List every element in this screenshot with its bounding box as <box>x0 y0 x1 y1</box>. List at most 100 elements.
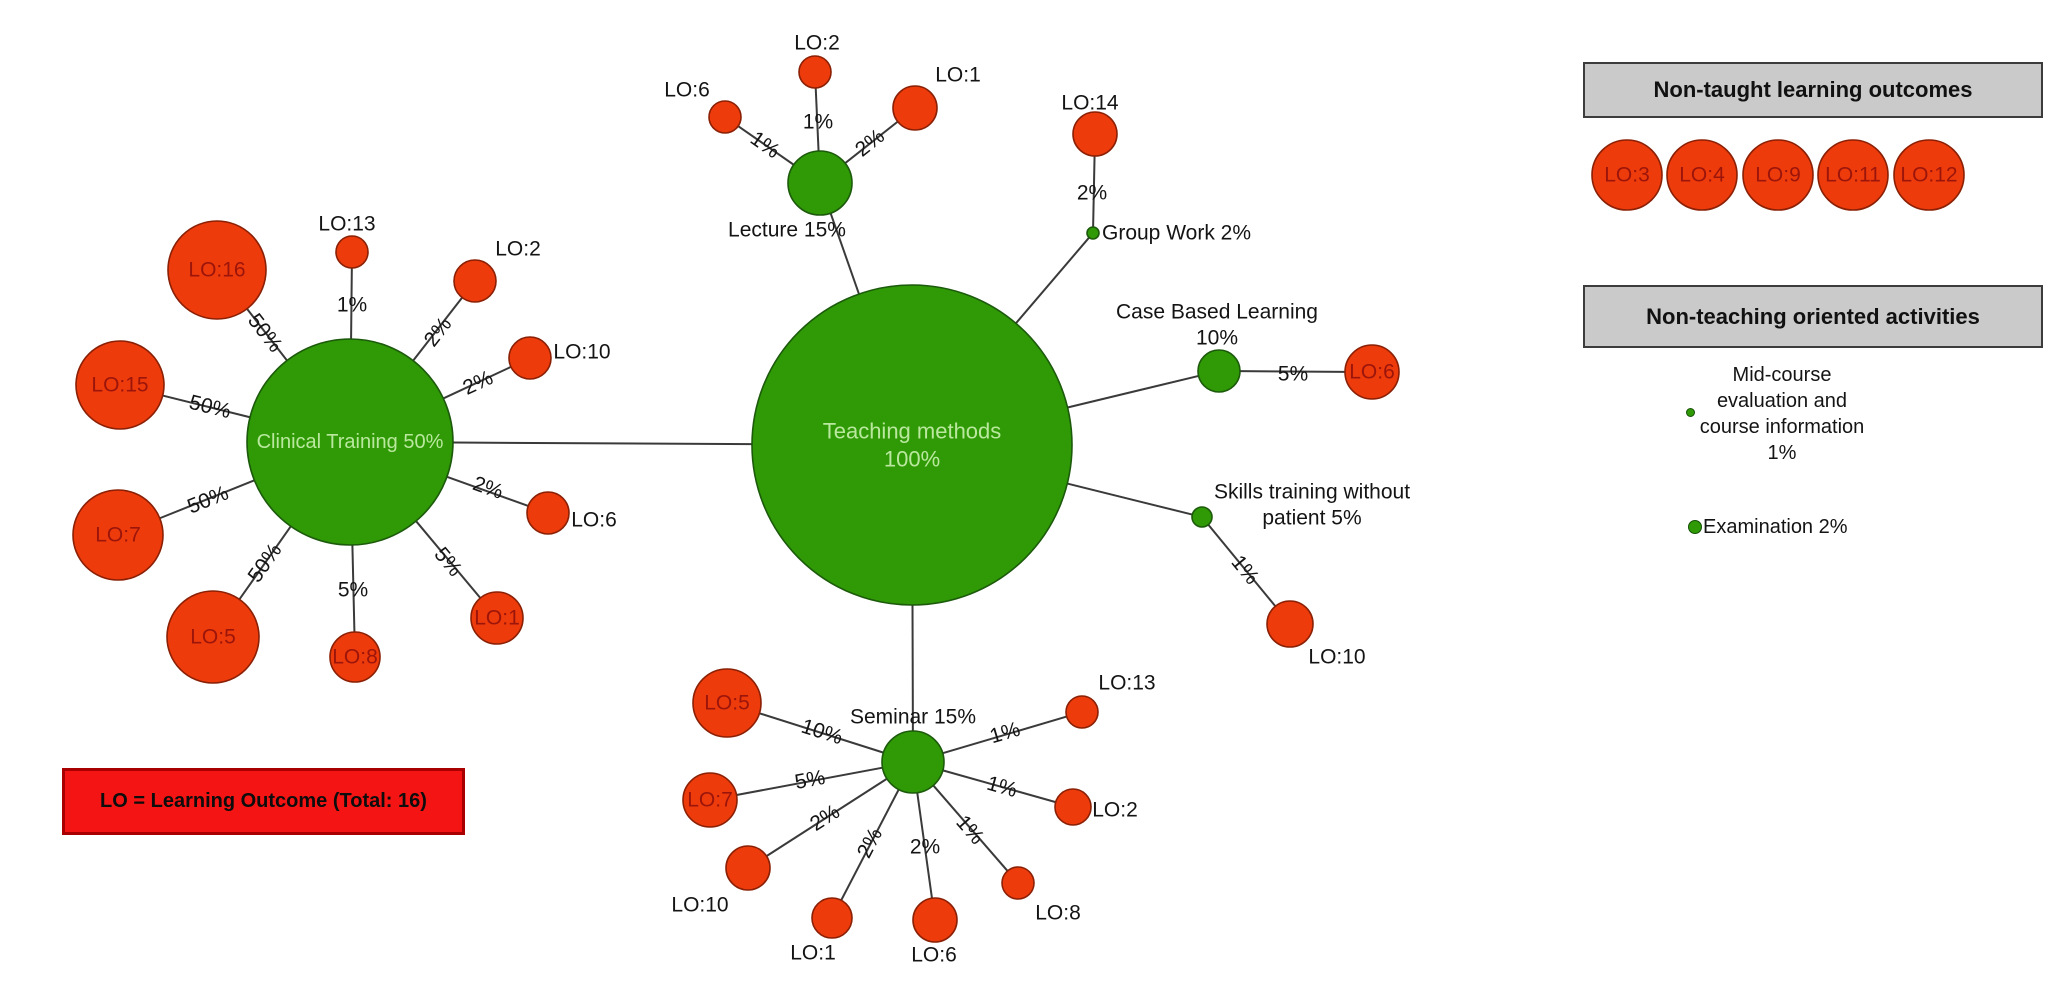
node-s-lo13 <box>1065 695 1099 729</box>
edge-label-seminar-s-lo5: 10% <box>798 715 845 750</box>
label-s-lo5: LO:5 <box>704 692 750 715</box>
edge-seminar-s-lo2 <box>942 769 1056 804</box>
mid-course-dot-icon <box>1686 408 1695 417</box>
edge-label-seminar-s-lo10: 2% <box>806 800 844 836</box>
edge-clinical-c-lo5 <box>238 525 292 600</box>
edge-label-lecture-le-lo6: 1% <box>746 127 784 163</box>
edge-label-lecture-le-lo2: 1% <box>803 111 833 134</box>
node-le-lo1 <box>892 85 938 131</box>
edge-label-seminar-s-lo13: 1% <box>987 718 1023 749</box>
edge-label-lecture-le-lo1: 2% <box>851 125 889 162</box>
node-casebased <box>1197 349 1241 393</box>
label-c-lo13: LO:13 <box>318 213 375 236</box>
label-c-lo7: LO:7 <box>95 524 141 547</box>
label-c-lo2: LO:2 <box>495 238 541 261</box>
node-c-lo7 <box>72 489 164 581</box>
edge-lecture-le-lo2 <box>814 87 820 152</box>
non-taught-panel-title: Non-taught learning outcomes <box>1583 62 2043 118</box>
edge-label-clinical-c-lo16: 50% <box>243 309 287 356</box>
edge-label-clinical-c-lo15: 50% <box>187 391 233 423</box>
edge-teaching-casebased <box>1067 374 1199 409</box>
edge-clinical-c-lo2 <box>412 296 463 362</box>
edge-clinical-c-lo10 <box>442 365 512 400</box>
edges-layer <box>159 87 1346 901</box>
edge-seminar-s-lo8 <box>932 784 1009 872</box>
label-cb-lo6: LO:6 <box>1349 361 1395 384</box>
non-teaching-panel-title: Non-teaching oriented activities <box>1583 285 2043 348</box>
label-casebased: 10% <box>1196 327 1238 350</box>
node-s-lo6 <box>912 897 958 943</box>
node-lecture <box>787 150 853 216</box>
edge-teaching-groupwork <box>1015 236 1090 324</box>
edge-label-clinical-c-lo8: 5% <box>338 579 368 602</box>
edge-groupwork-gw-lo14 <box>1092 155 1096 228</box>
edge-seminar-s-lo6 <box>916 792 933 899</box>
edge-clinical-c-lo7 <box>159 479 255 520</box>
label-clinical: Clinical Training 50% <box>257 431 444 453</box>
edge-clinical-c-lo6 <box>446 475 529 507</box>
edge-clinical-teaching <box>452 441 753 446</box>
label-gw-lo14: LO:14 <box>1061 92 1119 115</box>
node-le-lo2 <box>798 55 832 89</box>
label-c-lo10: LO:10 <box>553 341 610 364</box>
label-casebased: Case Based Learning <box>1116 301 1318 324</box>
nodes-layer <box>72 55 1965 943</box>
label-teaching: 100% <box>884 447 940 472</box>
edge-clinical-c-lo8 <box>351 544 356 633</box>
edge-skills-sk-lo10 <box>1207 524 1277 607</box>
node-le-lo6 <box>708 100 742 134</box>
label-nt-lo9: LO:9 <box>1755 164 1801 187</box>
node-s-lo10 <box>725 845 771 891</box>
node-clinical <box>246 338 454 546</box>
label-seminar: Seminar 15% <box>850 706 976 729</box>
edge-label-clinical-c-lo5: 50% <box>244 539 287 587</box>
label-s-lo13: LO:13 <box>1098 672 1155 695</box>
node-nt-lo4 <box>1666 139 1738 211</box>
label-s-lo8: LO:8 <box>1035 902 1081 925</box>
edge-label-groupwork-gw-lo14: 2% <box>1077 182 1107 205</box>
label-c-lo6: LO:6 <box>571 509 617 532</box>
edge-label-clinical-c-lo13: 1% <box>337 294 367 317</box>
label-lecture: Lecture 15% <box>728 219 846 242</box>
edge-seminar-s-lo1 <box>840 789 900 901</box>
node-s-lo8 <box>1001 866 1035 900</box>
node-s-lo5 <box>692 668 762 738</box>
node-c-lo10 <box>508 336 552 380</box>
edge-seminar-s-lo13 <box>942 715 1067 755</box>
edge-clinical-c-lo16 <box>246 308 288 362</box>
label-s-lo6: LO:6 <box>911 944 957 967</box>
edge-seminar-s-lo7 <box>736 766 883 797</box>
node-c-lo8 <box>329 631 381 683</box>
edge-lecture-le-lo1 <box>844 120 899 164</box>
edge-label-clinical-c-lo10: 2% <box>459 366 496 400</box>
node-nt-lo12 <box>1893 139 1965 211</box>
edge-label-seminar-s-lo1: 2% <box>853 824 887 862</box>
label-skills: patient 5% <box>1262 507 1361 530</box>
edge-label-clinical-c-lo6: 2% <box>470 472 506 504</box>
node-gw-lo14 <box>1072 111 1118 157</box>
node-c-lo15 <box>75 340 165 430</box>
node-c-lo13 <box>335 235 369 269</box>
node-nt-lo11 <box>1817 139 1889 211</box>
edge-label-seminar-s-lo6: 2% <box>910 836 940 859</box>
node-seminar <box>881 730 945 794</box>
examination-dot-icon <box>1688 520 1702 534</box>
edge-label-seminar-s-lo2: 1% <box>984 772 1019 802</box>
label-le-lo6: LO:6 <box>664 79 710 102</box>
edge-clinical-c-lo13 <box>350 267 353 340</box>
edge-lecture-le-lo6 <box>737 125 795 166</box>
label-nt-lo11: LO:11 <box>1825 164 1881 187</box>
label-c-lo16: LO:16 <box>188 259 245 282</box>
label-s-lo2: LO:2 <box>1092 799 1138 822</box>
edge-teaching-skills <box>1067 482 1193 516</box>
node-s-lo7 <box>682 772 738 828</box>
label-s-lo10: LO:10 <box>671 894 728 917</box>
edge-label-skills-sk-lo10: 1% <box>1226 551 1263 589</box>
edge-label-seminar-s-lo7: 5% <box>793 766 827 794</box>
label-le-lo2: LO:2 <box>794 32 840 55</box>
mid-course-label: Mid-course evaluation and course informa… <box>1699 364 1865 464</box>
label-nt-lo12: LO:12 <box>1900 164 1957 187</box>
node-c-lo16 <box>167 220 267 320</box>
legend-box: LO = Learning Outcome (Total: 16) <box>62 768 465 835</box>
edge-label-clinical-c-lo7: 50% <box>184 482 232 519</box>
